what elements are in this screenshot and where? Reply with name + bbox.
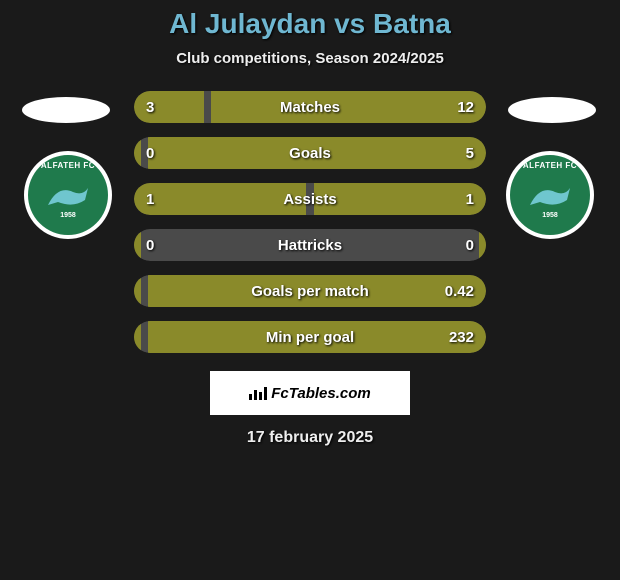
bar-label: Goals per match [134,275,486,307]
left-value: 0 [146,229,154,261]
crest-year: 1958 [542,212,558,219]
subtitle: Club competitions, Season 2024/2025 [176,50,444,67]
crest-swoosh-icon [43,180,93,210]
player1-name: Al Julaydan [169,8,326,39]
date-text: 17 february 2025 [247,429,373,447]
stat-bars: Matches312Goals05Assists11Hattricks00Goa… [134,91,486,353]
bar-label: Goals [134,137,486,169]
right-team-crest: ALFATEH FC 1958 [506,151,594,239]
stat-row: Goals0 5 [134,137,486,169]
stat-row: Hattricks0 0 [134,229,486,261]
attribution-text: FcTables.com [271,385,370,402]
crest-text: ALFATEH FC [510,161,590,170]
comparison-card: Al Julaydan vs Batna Club competitions, … [0,0,620,580]
left-value: 1 [146,183,154,215]
stat-row: Goals per match0.42 [134,275,486,307]
bar-label: Assists [134,183,486,215]
left-value: 3 [146,91,154,123]
bar-label: Hattricks [134,229,486,261]
right-value: 1 [466,183,474,215]
crest-inner: ALFATEH FC 1958 [510,155,590,235]
stat-row: Matches3 12 [134,91,486,123]
stat-row: Min per goal232 [134,321,486,353]
crest-inner: ALFATEH FC 1958 [28,155,108,235]
left-team-crest: ALFATEH FC 1958 [24,151,112,239]
stat-row: Assists1 1 [134,183,486,215]
chart-icon [249,386,267,400]
left-badge-column: ALFATEH FC 1958 [24,91,134,239]
bar-label: Min per goal [134,321,486,353]
right-value: 5 [466,137,474,169]
versus-text: vs [334,8,365,39]
page-title: Al Julaydan vs Batna [169,8,451,40]
bar-label: Matches [134,91,486,123]
swoosh-path [48,188,88,205]
right-oval-shadow [508,97,596,123]
swoosh-path [530,188,570,205]
left-oval-shadow [22,97,110,123]
right-value: 0 [466,229,474,261]
attribution-badge: FcTables.com [210,371,410,415]
crest-text: ALFATEH FC [28,161,108,170]
right-value: 12 [457,91,474,123]
crest-year: 1958 [60,212,76,219]
right-badge-column: ALFATEH FC 1958 [486,91,596,239]
left-value: 0 [146,137,154,169]
crest-swoosh-icon [525,180,575,210]
player2-name: Batna [373,8,451,39]
content-area: ALFATEH FC 1958 Matches312Goals05Assists… [0,91,620,353]
right-value: 232 [449,321,474,353]
right-value: 0.42 [445,275,474,307]
